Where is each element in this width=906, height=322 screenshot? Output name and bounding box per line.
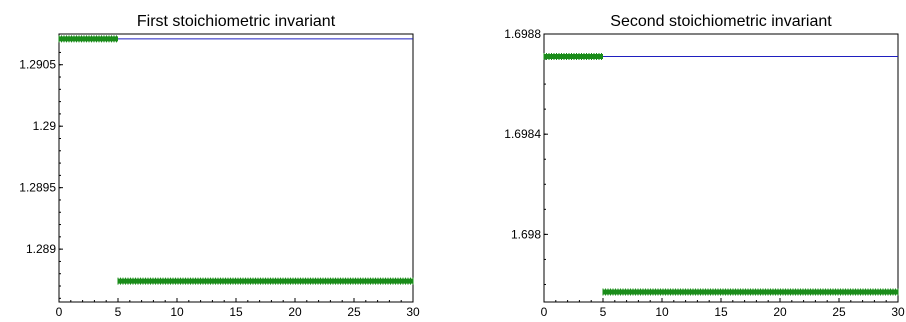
plot-frame bbox=[58, 33, 414, 303]
x-tick-label: 10 bbox=[170, 305, 184, 319]
x-tick-label: 5 bbox=[115, 305, 122, 319]
y-tick-label: 1.29 bbox=[33, 119, 57, 133]
chart-second-invariant: Second stoichiometric invariant 0 5 10 15 20… bbox=[504, 13, 905, 319]
y-tick-label: 1.698 bbox=[511, 227, 541, 241]
y-tick-label: 1.6988 bbox=[504, 27, 541, 41]
chart-first-invariant: First stoichiometric invariant 0 5 10 15 20 2… bbox=[19, 13, 420, 319]
chart-title: Second stoichiometric invariant bbox=[610, 13, 832, 30]
x-tick-label: 25 bbox=[347, 305, 361, 319]
y-tick-label: 1.289 bbox=[26, 242, 56, 256]
x-tick-label: 15 bbox=[229, 305, 243, 319]
y-tick-label: 1.6984 bbox=[504, 127, 541, 141]
x-tick-label: 5 bbox=[600, 305, 607, 319]
x-tick-label: 0 bbox=[56, 305, 63, 319]
x-tick-label: 20 bbox=[288, 305, 302, 319]
x-tick-label: 20 bbox=[773, 305, 787, 319]
y-tick-label: 1.2905 bbox=[19, 58, 56, 72]
plot-frame bbox=[543, 33, 899, 303]
x-tick-label: 10 bbox=[655, 305, 669, 319]
x-tick-label: 25 bbox=[832, 305, 846, 319]
x-tick-label: 30 bbox=[406, 305, 420, 319]
y-tick-label: 1.2895 bbox=[19, 181, 56, 195]
x-tick-label: 0 bbox=[541, 305, 548, 319]
chart-title: First stoichiometric invariant bbox=[137, 13, 336, 30]
x-tick-label: 30 bbox=[891, 305, 905, 319]
x-tick-label: 15 bbox=[714, 305, 728, 319]
